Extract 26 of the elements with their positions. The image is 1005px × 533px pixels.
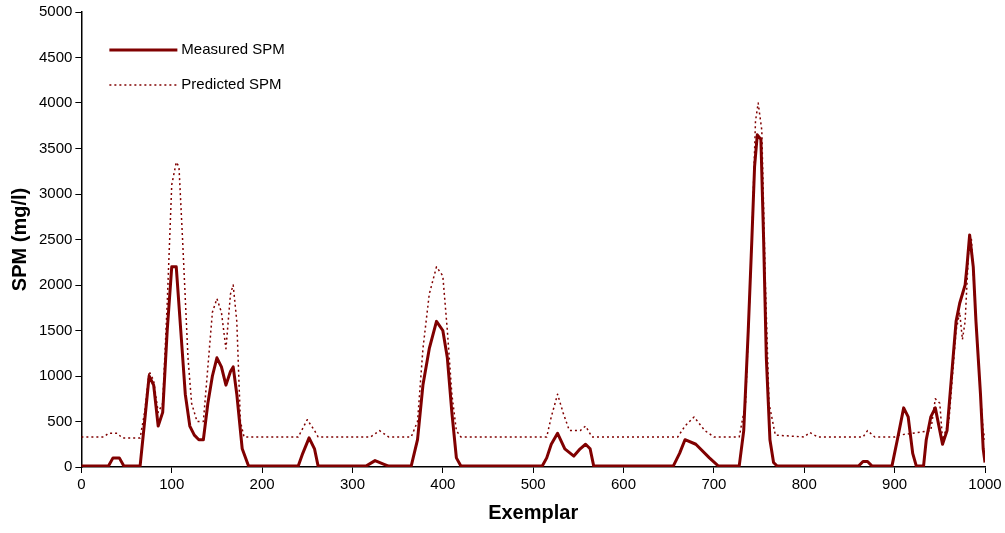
legend-label: Measured SPM (181, 40, 285, 58)
y-axis-title: SPM (mg/l) (7, 187, 30, 292)
y-tick-label: 4000 (38, 93, 73, 111)
y-tick-label: 0 (64, 457, 73, 475)
y-tick-label: 1000 (38, 366, 73, 384)
x-tick-label: 400 (430, 475, 456, 493)
x-tick-label: 600 (611, 475, 637, 493)
y-tick-label: 1500 (38, 320, 73, 338)
x-tick-label: 0 (77, 475, 86, 493)
legend-label: Predicted SPM (181, 75, 282, 93)
y-tick-label: 4500 (38, 47, 73, 65)
x-axis-title: Exemplar (488, 500, 579, 523)
x-tick-label: 1000 (968, 475, 1002, 493)
y-tick-label: 500 (47, 411, 73, 429)
y-tick-label: 3000 (38, 184, 73, 202)
y-tick-label: 2000 (38, 275, 73, 293)
y-tick-label: 3500 (38, 138, 73, 156)
x-tick-label: 900 (882, 475, 908, 493)
x-tick-label: 100 (159, 475, 185, 493)
x-tick-label: 200 (249, 475, 275, 493)
x-tick-label: 800 (791, 475, 817, 493)
y-tick-label: 2500 (38, 229, 73, 247)
y-tick-label: 5000 (38, 2, 73, 20)
x-tick-label: 300 (339, 475, 365, 493)
x-tick-label: 700 (701, 475, 727, 493)
x-tick-label: 500 (520, 475, 546, 493)
